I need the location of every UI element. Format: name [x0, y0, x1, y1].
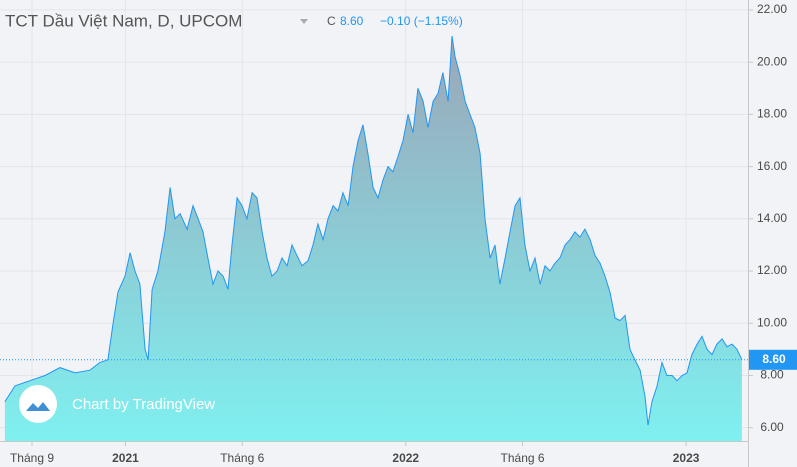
y-tick-label: 22.00: [757, 2, 787, 16]
watermark: Chart by TradingView: [19, 385, 215, 423]
area-fill: [4, 36, 742, 441]
y-tick-label: 18.00: [757, 107, 787, 121]
x-tick-label: Tháng 9: [10, 451, 54, 465]
price-line: [4, 35, 743, 426]
x-tick-label: 2021: [112, 451, 139, 465]
y-tick-label: 10.00: [757, 315, 787, 329]
close-value: 8.60: [340, 14, 364, 28]
y-tick-label: 20.00: [757, 54, 787, 68]
watermark-icon: [26, 402, 50, 411]
y-tick-label: 8.00: [760, 368, 784, 382]
y-tick-label: 12.00: [757, 263, 787, 277]
change-value: −0.10 (−1.15%): [380, 14, 463, 28]
last-price-label: 8.60: [762, 352, 786, 366]
watermark-logo: [19, 385, 57, 423]
x-tick-label: 2022: [392, 451, 419, 465]
y-tick-label: 16.00: [757, 159, 787, 173]
title-caret: [300, 19, 308, 24]
close-prefix: C: [327, 14, 336, 28]
y-tick-label: 14.00: [757, 211, 787, 225]
chart-title: TCT Dầu Việt Nam, D, UPCOM: [5, 11, 242, 30]
watermark-text: Chart by TradingView: [72, 396, 215, 413]
last-price-badge: [749, 349, 797, 370]
x-tick-label: Tháng 6: [501, 451, 545, 465]
x-tick-label: Tháng 6: [220, 451, 264, 465]
x-tick-label: 2023: [673, 451, 700, 465]
y-tick-label: 6.00: [760, 420, 784, 434]
